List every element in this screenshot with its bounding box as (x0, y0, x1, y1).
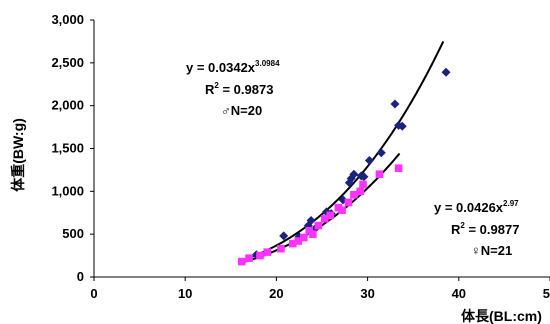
male-data-point (397, 121, 407, 131)
female-data-point (263, 248, 272, 256)
y-tick-label: 2,000 (51, 98, 84, 113)
male-data-point (364, 155, 374, 165)
male-data-point (359, 172, 369, 182)
male-data-point (390, 99, 400, 109)
female-data-point (356, 187, 365, 196)
male-data-point (279, 231, 289, 241)
x-tick-label: 50 (543, 286, 550, 301)
female-data-point (314, 221, 323, 230)
y-axis-title: 体重(BW:g) (10, 118, 26, 192)
female-fit-equation: y = 0.0426x2.97 (434, 199, 519, 215)
female-fit-curve (244, 152, 401, 263)
male-data-point (441, 67, 451, 77)
female-data-point (245, 254, 253, 262)
x-tick-label: 20 (269, 286, 283, 301)
female-data-point (326, 211, 335, 220)
male-sample-size: ♂N=20 (221, 103, 262, 118)
x-tick-label: 0 (90, 286, 97, 301)
female-data-point (289, 239, 297, 248)
y-tick-label: 0 (77, 269, 84, 284)
female-data-point (294, 237, 303, 245)
male-fit-curve (244, 40, 445, 261)
female-data-point (237, 257, 246, 266)
female-data-point (350, 190, 358, 199)
female-data-point (359, 180, 367, 189)
x-axis-title: 体長(BL:cm) (461, 308, 542, 324)
female-data-point (320, 214, 329, 223)
female-r-squared: R2 = 0.9877 (451, 221, 519, 237)
fit-curves (244, 40, 445, 263)
male-r-squared: R2 = 0.9873 (205, 81, 273, 97)
female-data-point (309, 230, 317, 238)
female-data-point (375, 170, 384, 178)
y-tick-label: 500 (62, 226, 84, 241)
y-tick-label: 2,500 (51, 55, 84, 70)
x-tick-label: 30 (360, 286, 374, 301)
x-tick-label: 40 (452, 286, 466, 301)
y-tick-label: 3,000 (51, 12, 84, 27)
male-data-point (306, 215, 316, 225)
male-data-point (376, 148, 386, 158)
female-data-point (338, 206, 346, 214)
female-data-point (299, 233, 308, 242)
female-sample-size: ♀N=21 (471, 243, 512, 258)
y-tick-label: 1,000 (51, 183, 84, 198)
female-data-point (256, 251, 264, 260)
data-points (237, 67, 451, 266)
x-tick-label: 10 (178, 286, 192, 301)
male-data-point (349, 169, 359, 179)
y-tick-label: 1,500 (51, 141, 84, 156)
female-data-point (277, 244, 285, 253)
female-data-point (344, 198, 353, 207)
male-fit-equation: y = 0.0342x3.0984 (186, 59, 280, 75)
female-data-point (394, 164, 403, 173)
